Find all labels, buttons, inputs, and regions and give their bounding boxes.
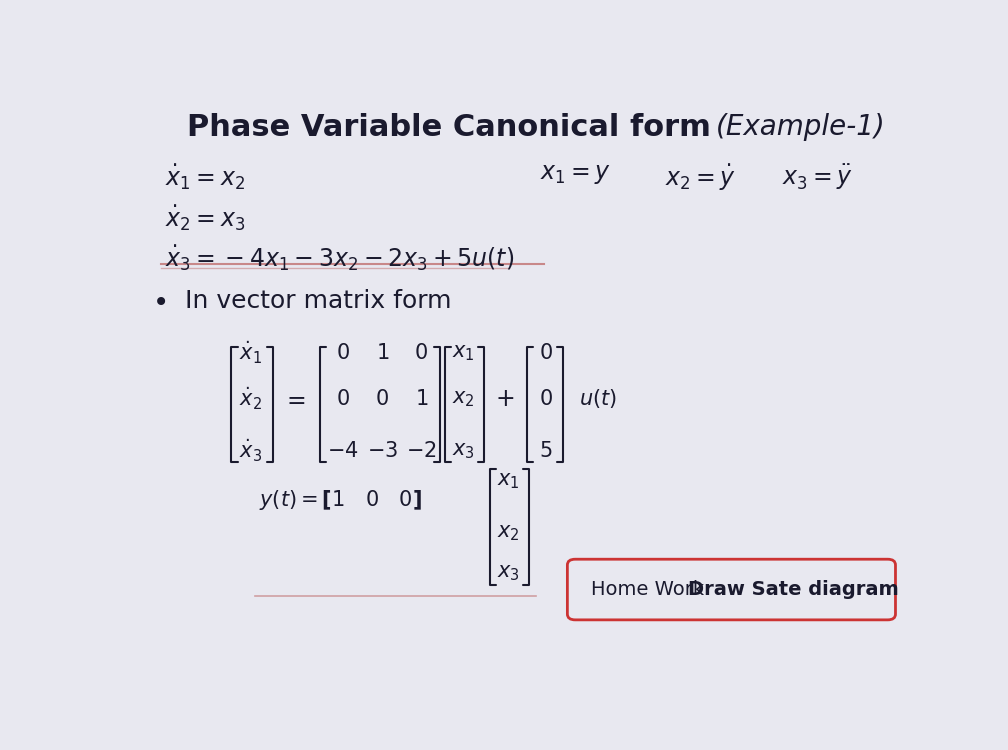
Text: $x_1$: $x_1$ xyxy=(497,471,520,491)
Text: $0$: $0$ xyxy=(337,343,350,363)
Text: $x_1$: $x_1$ xyxy=(453,343,475,363)
Text: $\dot{x}_2$: $\dot{x}_2$ xyxy=(240,386,262,412)
Text: $-2$: $-2$ xyxy=(406,441,436,461)
Text: $\dot{x}_2 = x_3$: $\dot{x}_2 = x_3$ xyxy=(165,202,245,232)
Text: $1$: $1$ xyxy=(414,389,428,409)
Text: $x_3$: $x_3$ xyxy=(497,563,520,584)
Text: $\dot{x}_1 = x_2$: $\dot{x}_1 = x_2$ xyxy=(165,162,245,192)
Text: $\dot{x}_1$: $\dot{x}_1$ xyxy=(240,340,262,366)
Text: $0$: $0$ xyxy=(538,343,552,363)
Text: $\dot{x}_3 = -4x_1 - 3x_2 - 2x_3 + 5u(t)$: $\dot{x}_3 = -4x_1 - 3x_2 - 2x_3 + 5u(t)… xyxy=(165,243,514,273)
Text: $0$: $0$ xyxy=(375,389,389,409)
Text: $x_3$: $x_3$ xyxy=(452,441,475,461)
Text: $x_2$: $x_2$ xyxy=(497,523,520,543)
Text: $x_2 = \dot{y}$: $x_2 = \dot{y}$ xyxy=(665,162,736,193)
Text: $y(t) = \mathbf{[}1 \quad 0 \quad 0\mathbf{]}$: $y(t) = \mathbf{[}1 \quad 0 \quad 0\math… xyxy=(259,488,421,512)
Text: Phase Variable Canonical form: Phase Variable Canonical form xyxy=(186,113,722,142)
Text: In vector matrix form: In vector matrix form xyxy=(184,290,452,314)
Text: $+$: $+$ xyxy=(495,387,514,411)
Text: $x_2$: $x_2$ xyxy=(453,389,475,409)
Text: $5$: $5$ xyxy=(539,441,552,461)
Text: (Example-1): (Example-1) xyxy=(716,113,886,141)
Text: Home Work:: Home Work: xyxy=(591,580,717,599)
Text: $1$: $1$ xyxy=(376,343,389,363)
Text: $0$: $0$ xyxy=(538,389,552,409)
Text: Draw Sate diagram: Draw Sate diagram xyxy=(688,580,899,599)
Text: $x_1 = y$: $x_1 = y$ xyxy=(540,162,611,186)
Text: $0$: $0$ xyxy=(414,343,428,363)
Text: $-3$: $-3$ xyxy=(367,441,398,461)
Text: $0$: $0$ xyxy=(337,389,350,409)
Text: $-4$: $-4$ xyxy=(328,441,359,461)
Text: •: • xyxy=(153,290,169,317)
Text: $x_3 = \ddot{y}$: $x_3 = \ddot{y}$ xyxy=(782,162,853,192)
Text: $=$: $=$ xyxy=(282,387,305,411)
Text: $u(t)$: $u(t)$ xyxy=(579,388,617,410)
Text: $\dot{x}_3$: $\dot{x}_3$ xyxy=(240,438,262,464)
